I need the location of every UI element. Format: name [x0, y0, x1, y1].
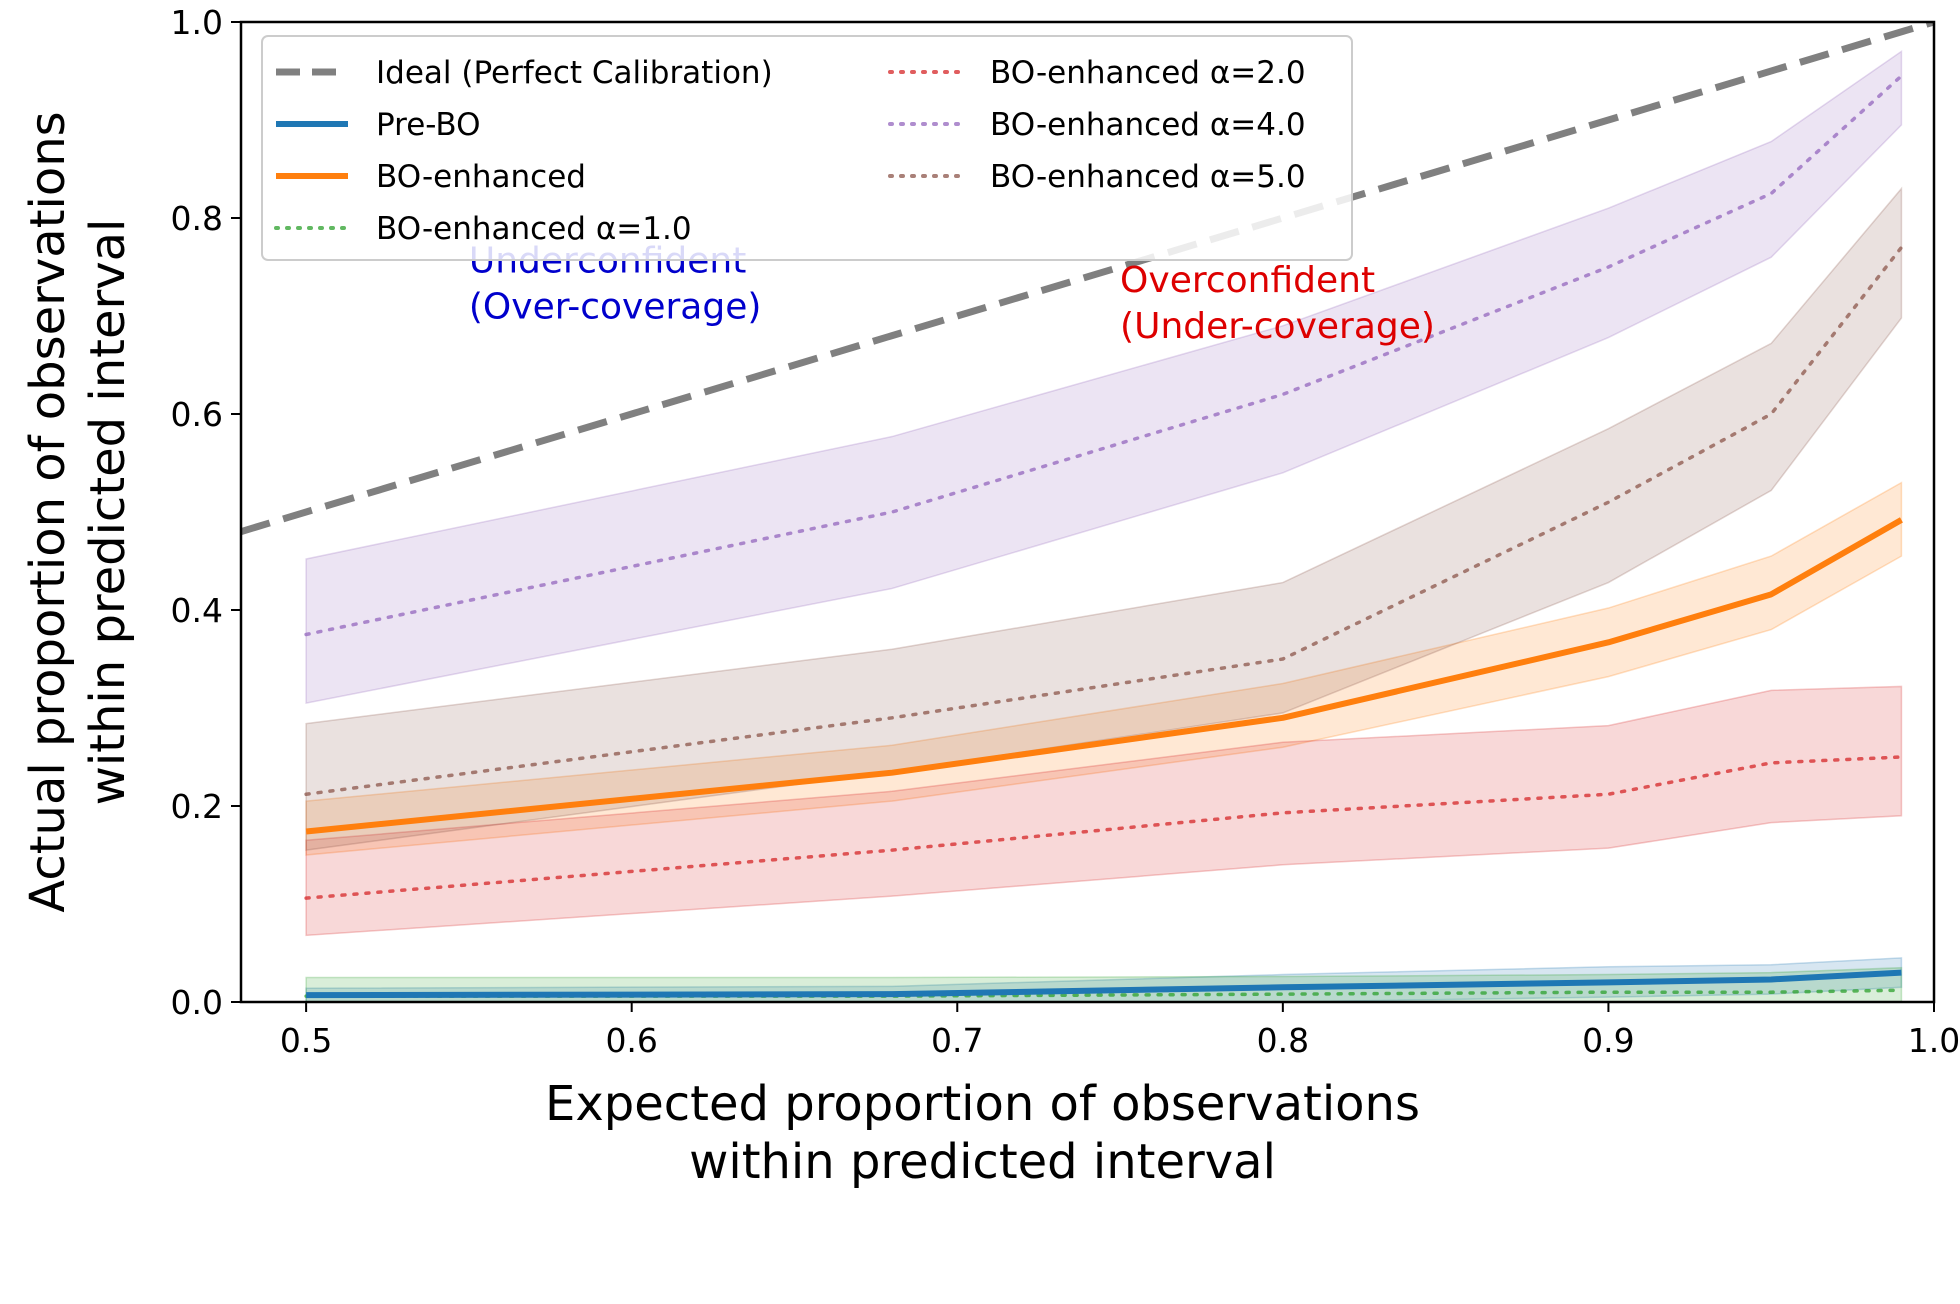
x-tick-label: 0.7: [931, 1021, 983, 1060]
x-tick-label: 0.6: [605, 1021, 657, 1060]
line-bo-enhanced: [305, 517, 1903, 835]
legend-label-bo-enhanced-alpha-5-0: BO-enhanced α=5.0: [990, 159, 1306, 195]
legend-box: [261, 35, 1353, 261]
x-axis-label-line-1: Expected proportion of observations: [545, 1076, 1420, 1132]
y-tick-label: 0.8: [171, 199, 223, 238]
annotation-underconfident-line-2: (Over-coverage): [469, 287, 761, 328]
legend-label-bo-enhanced-alpha-2-0: BO-enhanced α=2.0: [990, 55, 1306, 91]
line-pre-bo: [306, 969, 1902, 999]
x-axis-label-line-2: within predicted interval: [689, 1134, 1276, 1190]
y-tick-label: 0.4: [171, 591, 223, 630]
x-tick-label: 0.5: [280, 1021, 332, 1060]
y-axis-label-line-1: Actual proportion of observations: [20, 111, 76, 912]
ideal-line-group: [241, 22, 1934, 535]
annotation-overconfident-line-1: Overconfident: [1120, 260, 1375, 301]
line-bo-enhanced-alpha-4-0: [304, 74, 1904, 637]
x-tick-label: 0.9: [1582, 1021, 1634, 1060]
annotation-overconfident-line-2: (Under-coverage): [1120, 306, 1435, 347]
ideal-line: [241, 22, 1934, 535]
band-bo-enhanced-alpha-4-0: [305, 49, 1903, 705]
line-bo-enhanced-alpha-2-0: [304, 755, 1904, 900]
annotations: Underconfident(Over-coverage)Overconfide…: [469, 241, 1435, 348]
plot-frame: [239, 20, 1936, 1004]
band-pre-bo: [305, 957, 1903, 1002]
y-tick-label: 0.6: [171, 395, 223, 434]
y-tick-label: 0.2: [171, 787, 223, 826]
series-lines: [304, 74, 1904, 999]
x-tick-label: 1.0: [1908, 1021, 1960, 1060]
line-bo-enhanced-alpha-5-0: [304, 245, 1904, 796]
y-axis-label-line-2: within predicted interval: [80, 219, 136, 806]
x-tick-label: 0.8: [1257, 1021, 1309, 1060]
legend-label-bo-enhanced: BO-enhanced: [376, 159, 586, 195]
axes: 0.5 0.6 0.7 0.8 0.9 1.0 0.0 0.2 0.4 0.6 0.8 1.0 Expe…: [20, 3, 1960, 1190]
legend-label-ideal-perfect-calibration: Ideal (Perfect Calibration): [376, 55, 773, 91]
y-tick-label: 1.0: [171, 3, 223, 42]
band-bo-enhanced-alpha-2-0: [305, 685, 1903, 937]
legend-label-pre-bo: Pre-BO: [376, 107, 481, 143]
y-tick-label: 0.0: [171, 983, 223, 1022]
legend-label-bo-enhanced-alpha-4-0: BO-enhanced α=4.0: [990, 107, 1306, 143]
legend: Ideal (Perfect Calibration) Pre-BO BO-enha…: [261, 35, 1353, 261]
line-bo-enhanced-alpha-1-0: [304, 988, 1904, 998]
legend-label-bo-enhanced-alpha-1-0: BO-enhanced α=1.0: [376, 211, 692, 247]
